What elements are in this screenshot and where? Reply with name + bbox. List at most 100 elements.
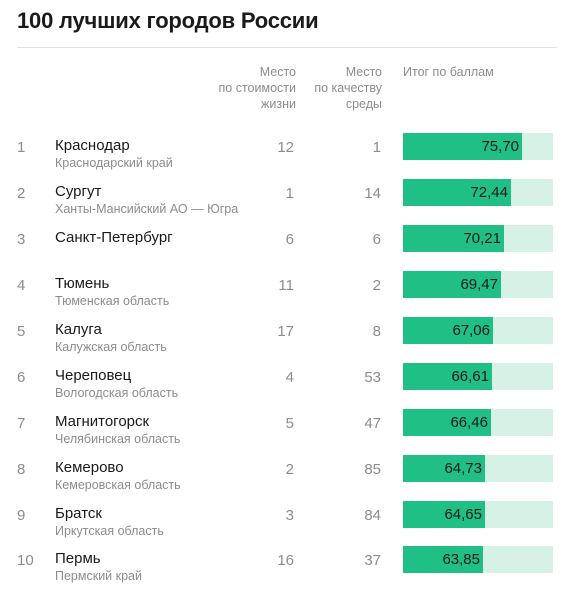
city-name: Сургут: [55, 183, 102, 200]
score-bar-track: 67,06: [403, 317, 553, 344]
cost-rank-value: 3: [285, 507, 294, 524]
table-row: 3 Санкт-Петербург 6 6 70,21: [0, 225, 570, 273]
cost-rank-value: 17: [277, 323, 294, 340]
score-value-label: 66,61: [451, 368, 489, 385]
environment-rank-value: 14: [364, 185, 381, 202]
city-name: Краснодар: [55, 137, 130, 154]
cost-rank-value: 12: [277, 139, 294, 156]
score-value-label: 75,70: [481, 138, 519, 155]
cost-rank-value: 2: [285, 461, 294, 478]
cost-rank-value: 16: [277, 552, 294, 569]
environment-rank-value: 1: [372, 139, 381, 156]
score-bar: 63,85: [403, 546, 483, 573]
environment-rank-value: 2: [372, 277, 381, 294]
rank-number: 9: [17, 507, 26, 524]
environment-rank-value: 47: [364, 415, 381, 432]
city-name: Череповец: [55, 367, 132, 384]
header-env-line-1: Место: [345, 65, 382, 79]
table-row: 8 Кемерово Кемеровская область 2 85 64,73: [0, 455, 570, 503]
region-name: Ханты-Мансийский АО — Югра: [55, 202, 239, 216]
header-score-line-1: Итог по баллам: [403, 65, 494, 79]
header-environment-rank: Место по качеству среды: [300, 64, 382, 112]
score-bar: 66,61: [403, 363, 492, 390]
environment-rank-value: 8: [372, 323, 381, 340]
score-bar: 72,44: [403, 179, 511, 206]
score-bar-track: 66,61: [403, 363, 553, 390]
region-name: Калужская область: [55, 340, 167, 354]
city-name: Калуга: [55, 321, 102, 338]
header-cost-rank: Место по стоимости жизни: [196, 64, 296, 112]
score-bar-track: 64,65: [403, 501, 553, 528]
cost-rank-value: 6: [285, 231, 294, 248]
city-name: Санкт-Петербург: [55, 229, 173, 246]
city-name: Магнитогорск: [55, 413, 150, 430]
score-bar: 75,70: [403, 133, 522, 160]
score-value-label: 63,85: [442, 551, 480, 568]
cost-rank-value: 11: [278, 277, 294, 294]
rank-number: 10: [17, 552, 34, 569]
score-bar: 64,65: [403, 501, 485, 528]
score-bar-track: 66,46: [403, 409, 553, 436]
environment-rank-value: 53: [364, 369, 381, 386]
table-row: 5 Калуга Калужская область 17 8 67,06: [0, 317, 570, 365]
header-env-line-2: по качеству: [314, 81, 382, 95]
header-cost-line-2: по стоимости: [218, 81, 296, 95]
score-bar: 66,46: [403, 409, 491, 436]
table-row: 1 Краснодар Краснодарский край 12 1 75,70: [0, 133, 570, 181]
rank-number: 7: [17, 415, 26, 432]
cost-rank-value: 1: [285, 185, 294, 202]
score-value-label: 69,47: [460, 276, 498, 293]
city-name: Пермь: [55, 550, 101, 567]
score-bar: 67,06: [403, 317, 493, 344]
environment-rank-value: 85: [364, 461, 381, 478]
table-row: 9 Братск Иркутская область 3 84 64,65: [0, 501, 570, 549]
header-env-line-3: среды: [345, 97, 382, 111]
rank-number: 6: [17, 369, 26, 386]
rank-number: 2: [17, 185, 26, 202]
score-bar-track: 75,70: [403, 133, 553, 160]
page-title: 100 лучших городов России: [17, 8, 319, 33]
region-name: Тюменская область: [55, 294, 170, 308]
title-divider: [17, 47, 557, 48]
score-value-label: 72,44: [470, 184, 508, 201]
score-bar: 64,73: [403, 455, 485, 482]
region-name: Челябинская область: [55, 432, 181, 446]
city-name: Кемерово: [55, 459, 124, 476]
city-name: Братск: [55, 505, 102, 522]
score-bar: 70,21: [403, 225, 504, 252]
region-name: Пермский край: [55, 569, 142, 583]
cost-rank-value: 4: [285, 369, 294, 386]
score-bar-track: 70,21: [403, 225, 553, 252]
score-value-label: 70,21: [463, 230, 501, 247]
score-bar-track: 72,44: [403, 179, 553, 206]
table-row: 10 Пермь Пермский край 16 37 63,85: [0, 546, 570, 594]
score-value-label: 67,06: [452, 322, 490, 339]
city-name: Тюмень: [55, 275, 110, 292]
table-row: 2 Сургут Ханты-Мансийский АО — Югра 1 14 72,4…: [0, 179, 570, 227]
rank-number: 4: [17, 277, 26, 294]
environment-rank-value: 6: [372, 231, 381, 248]
header-cost-line-1: Место: [259, 65, 296, 79]
region-name: Иркутская область: [55, 524, 164, 538]
score-value-label: 64,73: [444, 460, 482, 477]
rank-number: 3: [17, 231, 26, 248]
header-score: Итог по баллам: [403, 64, 543, 80]
score-bar-track: 63,85: [403, 546, 553, 573]
rank-number: 8: [17, 461, 26, 478]
environment-rank-value: 84: [364, 507, 381, 524]
region-name: Вологодская область: [55, 386, 179, 400]
region-name: Краснодарский край: [55, 156, 173, 170]
score-bar-track: 69,47: [403, 271, 553, 298]
score-bar: 69,47: [403, 271, 501, 298]
score-bar-track: 64,73: [403, 455, 553, 482]
environment-rank-value: 37: [364, 552, 381, 569]
cost-rank-value: 5: [285, 415, 294, 432]
table-row: 7 Магнитогорск Челябинская область 5 47 66,46: [0, 409, 570, 457]
header-cost-line-3: жизни: [261, 97, 296, 111]
score-value-label: 64,65: [444, 506, 482, 523]
table-row: 4 Тюмень Тюменская область 11 2 69,47: [0, 271, 570, 319]
region-name: Кемеровская область: [55, 478, 181, 492]
rank-number: 1: [17, 139, 26, 156]
score-value-label: 66,46: [450, 414, 488, 431]
table-row: 6 Череповец Вологодская область 4 53 66,61: [0, 363, 570, 411]
